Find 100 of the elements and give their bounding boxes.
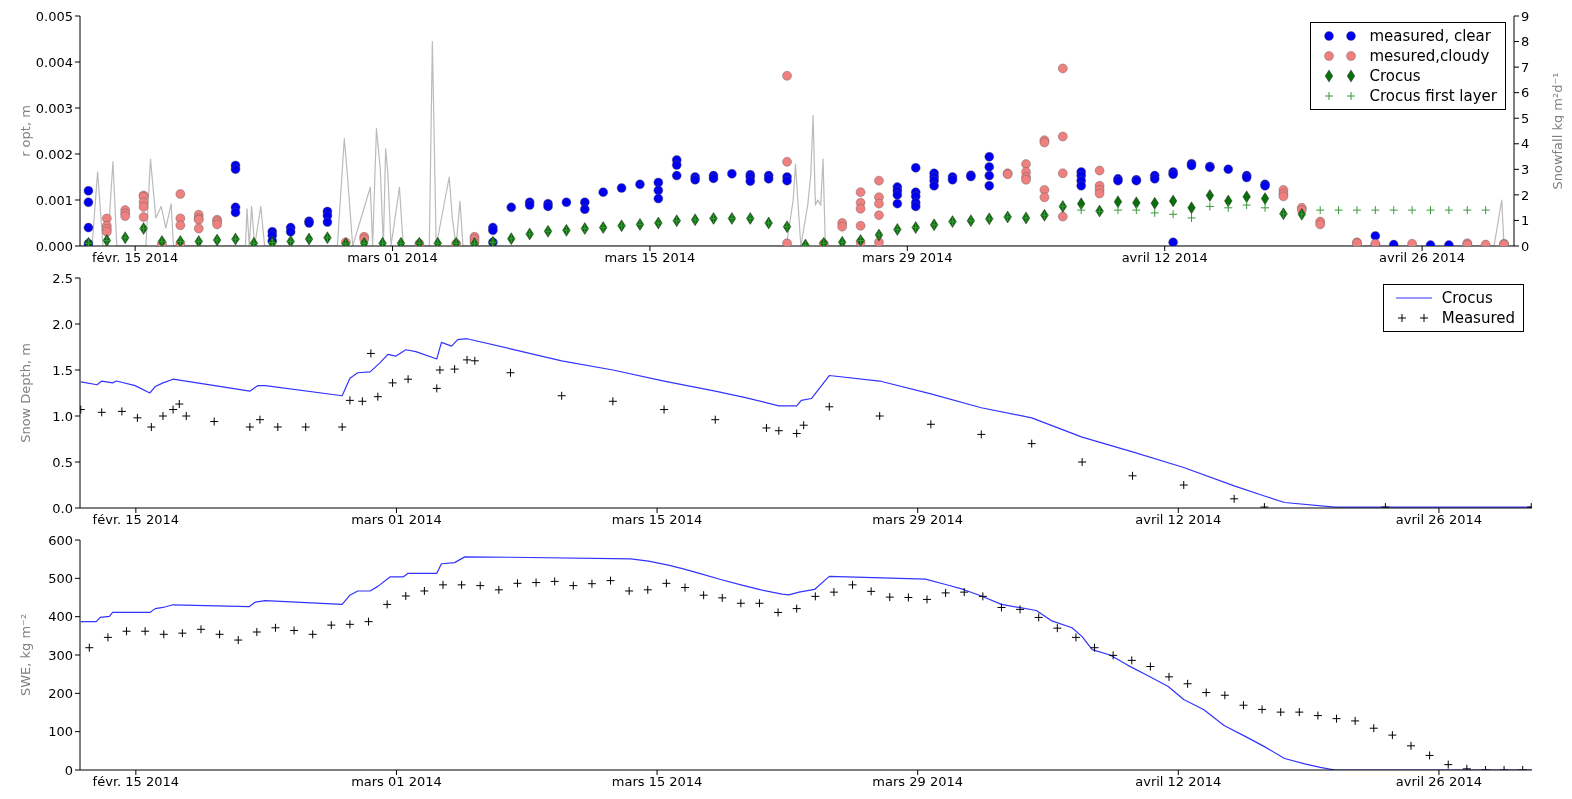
y2-tick-label: 0	[1521, 238, 1530, 254]
point	[1077, 457, 1087, 467]
y-tick-label: 0.5	[52, 454, 73, 470]
legend-label: Crocus	[1441, 288, 1493, 308]
point	[97, 407, 107, 417]
y-tick-label: 0.003	[35, 100, 73, 116]
point	[132, 413, 142, 423]
x-tick-label: mars 15 2014	[604, 250, 696, 266]
legend-label: Crocus	[1369, 66, 1421, 86]
point	[245, 422, 255, 432]
point	[1179, 480, 1189, 490]
y2-tick-label: 6	[1521, 85, 1530, 101]
x-tick-label: mars 01 2014	[347, 250, 438, 266]
y2-axis-title: Snowfall kg m²d⁻¹	[1549, 72, 1565, 190]
point	[168, 405, 178, 415]
y-tick-label: 1.5	[52, 362, 73, 378]
point	[255, 415, 265, 425]
point	[435, 365, 445, 375]
x-tick-label: mars 29 2014	[861, 250, 953, 266]
y-tick-label: 500	[48, 570, 73, 586]
y2-tick-label: 8	[1521, 34, 1530, 50]
point	[774, 426, 784, 436]
x-tick-label: avril 12 2014	[1135, 774, 1222, 790]
point	[659, 405, 669, 415]
y-axis-title: SWE, kg m⁻²	[17, 613, 33, 697]
point	[450, 364, 460, 374]
x-tick-label: avril 26 2014	[1379, 250, 1466, 266]
point	[174, 399, 184, 409]
x-tick-label: mars 01 2014	[351, 512, 442, 528]
y-tick-label: 400	[48, 609, 73, 625]
y-tick-label: 0.0	[52, 500, 73, 516]
y-tick-label: 0.004	[35, 54, 73, 70]
y-axis-title: r opt, m	[17, 105, 33, 157]
point	[181, 411, 191, 421]
point	[158, 411, 168, 421]
y-tick-label: 2.0	[52, 316, 73, 332]
point	[209, 417, 219, 427]
point	[373, 392, 383, 402]
point	[875, 411, 885, 421]
point	[357, 396, 367, 406]
point	[761, 423, 771, 433]
y2-tick-label: 1	[1521, 213, 1530, 229]
point	[432, 383, 442, 393]
x-tick-label: févr. 15 2014	[92, 512, 180, 528]
y2-tick-label: 2	[1521, 187, 1530, 203]
point	[146, 422, 156, 432]
y2-tick-label: 4	[1521, 136, 1530, 152]
point	[273, 422, 283, 432]
point	[1027, 439, 1037, 449]
y-axis-title: Snow Depth, m	[17, 343, 33, 443]
legend-label: measured, clear	[1369, 26, 1491, 46]
point	[976, 429, 986, 439]
x-tick-label: avril 26 2014	[1395, 774, 1482, 790]
point	[403, 374, 413, 384]
point	[710, 415, 720, 425]
x-tick-label: févr. 15 2014	[92, 774, 180, 790]
y-tick-label: 200	[48, 685, 73, 701]
y2-tick-label: 7	[1521, 59, 1530, 75]
point	[470, 356, 480, 366]
point	[608, 396, 618, 406]
y2-tick-label: 3	[1521, 161, 1530, 177]
point	[301, 422, 311, 432]
y-tick-label: 0.000	[35, 238, 73, 254]
point	[366, 348, 376, 358]
y-tick-label: 0.005	[35, 8, 73, 24]
y2-tick-label: 9	[1521, 8, 1530, 24]
point	[799, 420, 809, 430]
point	[388, 378, 398, 388]
x-tick-label: avril 12 2014	[1121, 250, 1208, 266]
x-tick-label: mars 01 2014	[351, 774, 442, 790]
y-tick-label: 0.002	[35, 146, 73, 162]
y-tick-label: 0.001	[35, 192, 73, 208]
legend-label: Measured	[1441, 308, 1515, 328]
point	[462, 355, 472, 365]
point	[1128, 471, 1138, 481]
x-tick-label: mars 15 2014	[611, 512, 703, 528]
x-tick-label: avril 26 2014	[1395, 512, 1482, 528]
point	[824, 402, 834, 412]
point	[345, 395, 355, 405]
x-tick-label: mars 29 2014	[872, 774, 964, 790]
y-tick-label: 600	[48, 532, 73, 548]
legend-label: mesured,cloudy	[1369, 46, 1490, 66]
x-tick-label: mars 15 2014	[611, 774, 703, 790]
x-tick-label: avril 12 2014	[1135, 512, 1222, 528]
y-tick-label: 1.0	[52, 408, 73, 424]
y-tick-label: 0	[64, 762, 73, 778]
y-tick-label: 300	[48, 647, 73, 663]
y-tick-label: 100	[48, 724, 73, 740]
x-tick-label: févr. 15 2014	[91, 250, 179, 266]
point	[117, 406, 127, 416]
point	[792, 428, 802, 438]
y-tick-label: 2.5	[52, 270, 73, 286]
point	[505, 368, 515, 378]
x-tick-label: mars 29 2014	[872, 512, 964, 528]
point	[1229, 494, 1239, 504]
y2-tick-label: 5	[1521, 110, 1530, 126]
legend-label: Crocus first layer	[1369, 86, 1497, 106]
point	[557, 391, 567, 401]
point	[337, 422, 347, 432]
point	[926, 419, 936, 429]
